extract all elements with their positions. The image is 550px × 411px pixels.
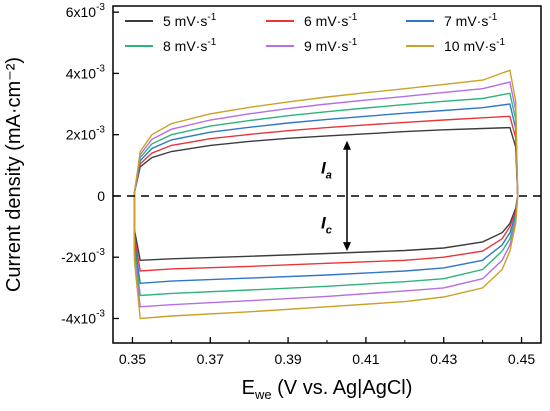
legend-label-10: 10 mV·s-1 [444,37,505,54]
y-tick-mantissa: 0 [97,188,105,204]
y-tick-mantissa: 4x10 [66,65,97,81]
x-tick-label: 0.43 [430,351,457,367]
series-layer [133,69,519,320]
legend-value: 10 [444,38,460,54]
y-tick-label: 2x10-3 [66,125,106,143]
legend-unit: mV·s [171,13,208,29]
legend-unit-exponent: -1 [348,37,357,48]
x-axis-title: Ewe (V vs. Ag|AgCl) [242,377,413,402]
y-tick-label: -4x10-3 [61,308,105,326]
annotation-label-a: Ia [321,158,332,181]
y-tick-exponent: -3 [96,2,105,13]
y-tick-exponent: -3 [96,125,105,136]
y-tick-mantissa: 2x10 [66,127,97,143]
y-tick-exponent: -3 [96,308,105,319]
annotation-main: I [321,214,327,233]
legend-value: 6 [304,13,312,29]
x-tick-label: 0.35 [119,351,146,367]
x-tick-label: 0.41 [352,351,379,367]
legend-value: 5 [163,13,171,29]
legend-unit: mV·s [460,38,497,54]
legend-label-9: 9 mV·s-1 [304,37,358,54]
legend-label-7: 7 mV·s-1 [444,12,498,29]
y-tick-mantissa: 6x10 [66,4,97,20]
x-title-rest: (V vs. Ag|AgCl) [272,377,413,399]
y-tick-exponent: -3 [96,63,105,74]
series-line-10 [133,69,519,320]
legend-unit: mV·s [452,13,489,29]
x-tick-label: 0.37 [197,351,224,367]
series-line-9 [133,81,519,308]
legend-unit: mV·s [312,38,349,54]
y-tick-mantissa: -2x10 [61,249,96,265]
annotation-sub: a [326,169,332,181]
legend-value: 8 [163,38,171,54]
legend-label-8: 8 mV·s-1 [163,37,217,54]
legend-unit: mV·s [312,13,349,29]
y-tick-exponent: -3 [96,247,105,258]
annotation-arrowhead-a [343,140,351,150]
axis-ticks: 0.35 0.37 0.39 0.41 0.43 0.45-4x10-3-2x10-302… [61,2,535,367]
annotation-sub: c [326,225,332,237]
legend: 5 mV·s-1 6 mV·s-1 7 mV·s-18 mV·s-1 9 mV·s-1… [125,12,505,54]
x-title-main: E [242,377,255,399]
series-line-6 [133,115,519,272]
annotation-main: I [321,158,327,177]
legend-value: 9 [304,38,312,54]
legend-unit-exponent: -1 [348,12,357,23]
legend-unit-exponent: -1 [488,12,497,23]
series-line-7 [133,103,519,285]
x-title-sub: we [254,387,272,402]
x-tick-label: 0.39 [274,351,301,367]
y-axis-title: Current density (mA·cm⁻²) [3,57,25,292]
annotation-arrowhead-c [343,242,351,252]
y-tick-label: -2x10-3 [61,247,105,265]
y-tick-label: 6x10-3 [66,2,106,20]
legend-label-5: 5 mV·s-1 [163,12,217,29]
y-tick-label: 4x10-3 [66,63,106,81]
y-tick-mantissa: -4x10 [61,310,96,326]
legend-label-6: 6 mV·s-1 [304,12,358,29]
legend-unit-exponent: -1 [207,37,216,48]
x-tick-label: 0.45 [508,351,535,367]
legend-value: 7 [444,13,452,29]
y-tick-label: 0 [97,188,105,204]
series-line-5 [133,126,519,262]
legend-unit-exponent: -1 [496,37,505,48]
legend-unit-exponent: -1 [207,12,216,23]
annotation-label-c: Ic [321,214,332,237]
legend-unit: mV·s [171,38,208,54]
